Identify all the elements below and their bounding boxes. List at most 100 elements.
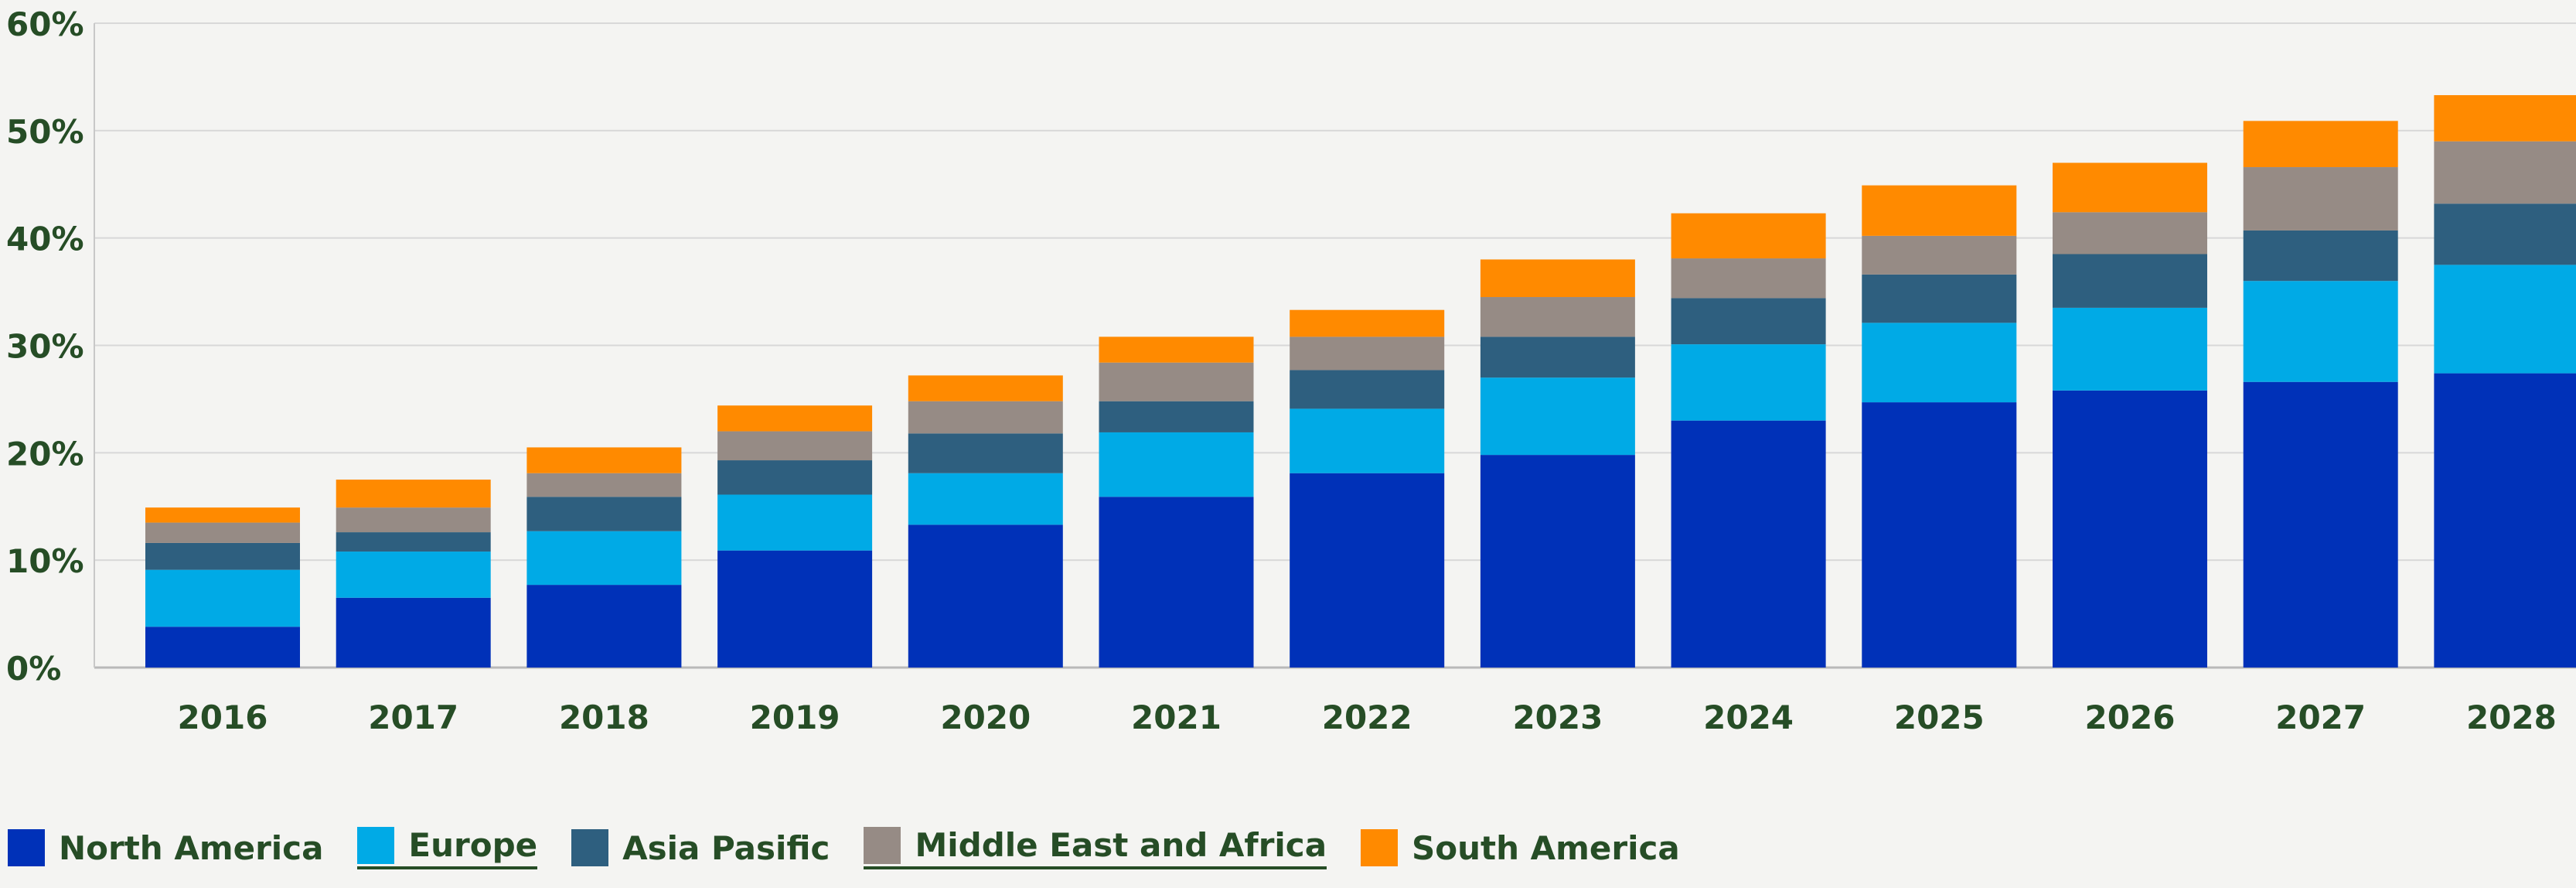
bar-segment-south-america[interactable]	[1480, 259, 1635, 298]
legend-swatch	[864, 826, 901, 864]
y-tick-label: 50%	[6, 113, 84, 151]
bar-segment-asia-pasific[interactable]	[526, 497, 682, 531]
bar-segment-asia-pasific[interactable]	[1671, 298, 1826, 345]
legend-swatch	[1361, 829, 1399, 866]
bar-segment-middle-east-and-africa[interactable]	[2434, 141, 2576, 204]
x-tick-label: 2017	[368, 698, 458, 736]
bar-segment-europe[interactable]	[2434, 265, 2576, 374]
bar-segment-europe[interactable]	[526, 531, 682, 586]
bar-segment-south-america[interactable]	[908, 375, 1063, 401]
bar-segment-asia-pasific[interactable]	[717, 460, 873, 495]
y-tick-label: 20%	[6, 435, 84, 473]
bar-segment-middle-east-and-africa[interactable]	[1480, 297, 1635, 337]
x-tick-label: 2016	[178, 698, 268, 736]
y-tick-label: 30%	[6, 328, 84, 366]
bar-segment-north-america[interactable]	[526, 585, 682, 668]
x-tick-label: 2028	[2466, 698, 2557, 736]
bar-segment-south-america[interactable]	[1290, 309, 1445, 337]
bar-segment-europe[interactable]	[2243, 281, 2398, 382]
bar-segment-europe[interactable]	[717, 494, 873, 551]
x-tick-label: 2019	[750, 698, 840, 736]
legend: North America Europe Asia Pasific Middle…	[8, 826, 1714, 869]
bar-segment-south-america[interactable]	[1671, 213, 1826, 259]
x-tick-label: 2020	[940, 698, 1031, 736]
bar-segment-asia-pasific[interactable]	[1480, 336, 1635, 378]
bar-segment-middle-east-and-africa[interactable]	[526, 473, 682, 497]
bar-segment-asia-pasific[interactable]	[2053, 254, 2207, 308]
bar-segment-north-america[interactable]	[2053, 390, 2207, 668]
bar-segment-europe[interactable]	[1671, 344, 1826, 421]
bar-segment-north-america[interactable]	[717, 550, 873, 668]
bar-segment-south-america[interactable]	[2053, 162, 2207, 213]
bar-segment-asia-pasific[interactable]	[1290, 370, 1445, 409]
y-tick-label: 0%	[6, 650, 61, 688]
bar-segment-middle-east-and-africa[interactable]	[145, 522, 300, 543]
legend-swatch	[571, 829, 609, 866]
legend-swatch	[8, 829, 45, 866]
bar-segment-middle-east-and-africa[interactable]	[908, 401, 1063, 434]
bar-segment-europe[interactable]	[1099, 432, 1254, 497]
bar-segment-asia-pasific[interactable]	[1099, 401, 1254, 432]
bar-segment-north-america[interactable]	[336, 597, 491, 668]
x-tick-label: 2027	[2275, 698, 2366, 736]
x-tick-label: 2021	[1131, 698, 1222, 736]
legend-item-north-america[interactable]: North America	[8, 829, 323, 867]
legend-item-south-america[interactable]: South America	[1361, 829, 1680, 867]
bar-segment-south-america[interactable]	[1862, 185, 2017, 236]
bar-segment-europe[interactable]	[145, 569, 300, 627]
bar-segment-south-america[interactable]	[145, 507, 300, 523]
x-tick-label: 2018	[559, 698, 649, 736]
bar-segment-south-america[interactable]	[1099, 336, 1254, 363]
bar-segment-north-america[interactable]	[2243, 381, 2398, 668]
x-tick-label: 2026	[2085, 698, 2176, 736]
bar-segment-north-america[interactable]	[1290, 473, 1445, 668]
bar-segment-north-america[interactable]	[908, 524, 1063, 668]
y-tick-label: 40%	[6, 220, 84, 258]
bar-segment-asia-pasific[interactable]	[1862, 274, 2017, 323]
bar-segment-south-america[interactable]	[2243, 121, 2398, 168]
bar-segment-europe[interactable]	[336, 552, 491, 598]
bar-segment-asia-pasific[interactable]	[145, 542, 300, 570]
legend-swatch	[357, 826, 395, 864]
bar-segment-asia-pasific[interactable]	[908, 433, 1063, 473]
bar-segment-south-america[interactable]	[526, 447, 682, 473]
bar-segment-middle-east-and-africa[interactable]	[2243, 167, 2398, 231]
bar-segment-europe[interactable]	[1480, 377, 1635, 456]
legend-label: North America	[59, 828, 324, 867]
stacked-bar-chart: 0% 10% 20% 30% 40% 50% 60% 2016 2017 2018 2019 2020…	[6, 5, 2576, 736]
legend-label: Europe	[408, 826, 538, 864]
bar-segment-south-america[interactable]	[717, 405, 873, 432]
bar-segment-asia-pasific[interactable]	[2243, 230, 2398, 282]
bar-segment-middle-east-and-africa[interactable]	[1862, 235, 2017, 275]
legend-label: Middle East and Africa	[915, 826, 1327, 864]
bar-segment-europe[interactable]	[908, 473, 1063, 525]
bar-segment-asia-pasific[interactable]	[336, 532, 491, 552]
bar-segment-middle-east-and-africa[interactable]	[1290, 336, 1445, 371]
legend-item-middle-east-and-africa[interactable]: Middle East and Africa	[864, 826, 1327, 869]
legend-label: Asia Pasific	[622, 828, 830, 867]
bar-segment-europe[interactable]	[2053, 307, 2207, 391]
x-tick-label: 2025	[1894, 698, 1985, 736]
bar-segment-north-america[interactable]	[1480, 455, 1635, 668]
bar-segment-middle-east-and-africa[interactable]	[1671, 258, 1826, 299]
bar-segment-north-america[interactable]	[145, 627, 300, 668]
x-tick-label: 2022	[1322, 698, 1412, 736]
x-tick-label: 2024	[1703, 698, 1794, 736]
bar-segment-europe[interactable]	[1290, 408, 1445, 473]
legend-item-asia-pasific[interactable]: Asia Pasific	[571, 829, 830, 867]
bar-segment-south-america[interactable]	[2434, 95, 2576, 142]
legend-label: South America	[1412, 828, 1680, 867]
bar-segment-asia-pasific[interactable]	[2434, 203, 2576, 265]
bar-segment-north-america[interactable]	[1862, 402, 2017, 668]
bar-segment-middle-east-and-africa[interactable]	[2053, 212, 2207, 254]
bar-segment-europe[interactable]	[1862, 323, 2017, 403]
bar-segment-north-america[interactable]	[2434, 373, 2576, 668]
bar-segment-north-america[interactable]	[1671, 420, 1826, 668]
bar-segment-middle-east-and-africa[interactable]	[1099, 362, 1254, 401]
bar-segment-north-america[interactable]	[1099, 497, 1254, 668]
bar-segment-south-america[interactable]	[336, 480, 491, 508]
legend-item-europe[interactable]: Europe	[357, 826, 538, 869]
bar-segment-middle-east-and-africa[interactable]	[717, 431, 873, 461]
bar-segment-middle-east-and-africa[interactable]	[336, 507, 491, 533]
x-tick-label: 2023	[1512, 698, 1603, 736]
